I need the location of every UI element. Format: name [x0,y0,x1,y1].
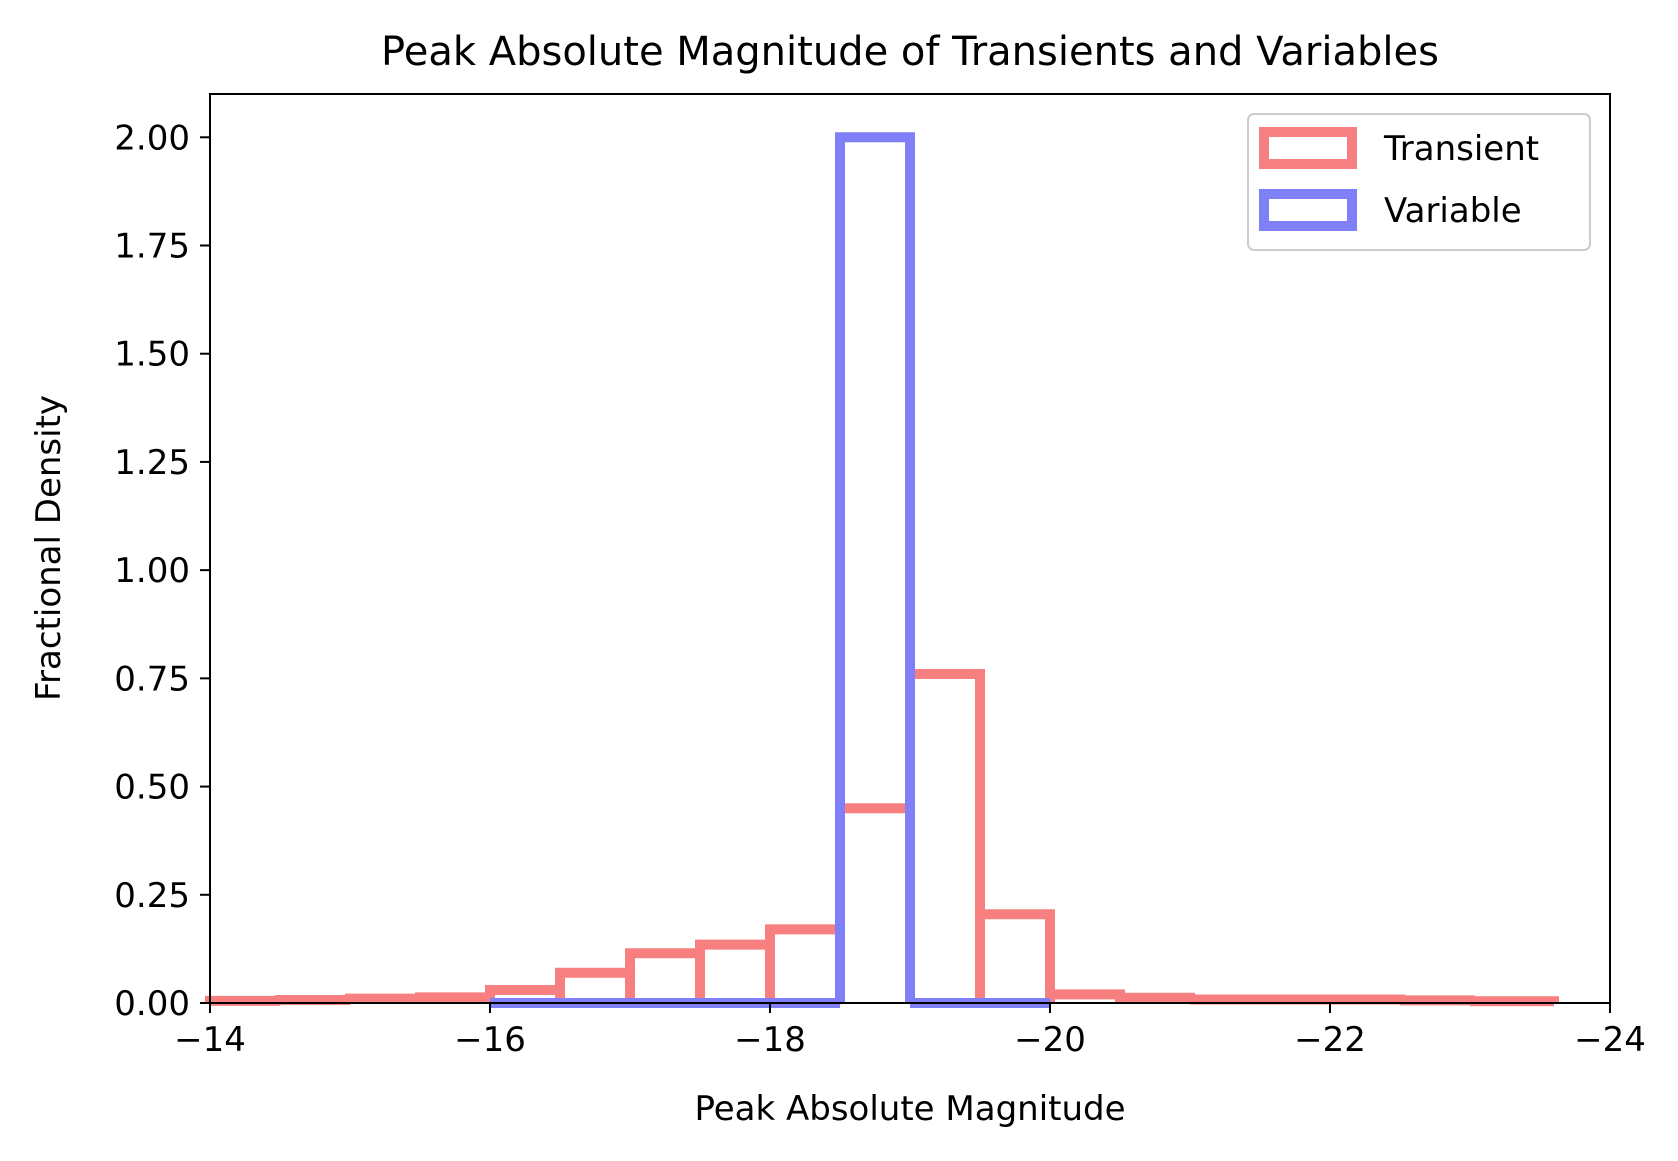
legend-box [1247,113,1591,251]
legend: Transient Variable [1247,113,1591,251]
x-axis-ticks: −14 −16 −18 −20 −22 −24 [174,1003,1646,1060]
legend-label-transient: Transient [1383,129,1539,169]
histogram-bar-variable [835,132,915,1003]
y-axis-title: Fractional Density [29,395,69,701]
y-tick-label: 0.75 [114,659,190,699]
y-tick-label: 0.00 [114,984,190,1024]
x-tick-label: −18 [734,1020,806,1060]
chart-title: Peak Absolute Magnitude of Transients an… [381,29,1439,75]
plot-frame [209,93,1611,1004]
x-axis-title: Peak Absolute Magnitude [694,1089,1125,1129]
y-tick-label: 1.25 [114,443,190,483]
histogram-bar-transient [905,669,985,1003]
histogram-bar-transient [835,803,915,1003]
x-tick-label: −20 [1014,1020,1086,1060]
y-tick-label: 1.00 [114,551,190,591]
histogram-bar-transient [625,948,705,1003]
y-tick-label: 1.50 [114,335,190,375]
histogram-bars [205,132,1559,1008]
y-tick-label: 2.00 [114,118,190,158]
x-tick-label: −22 [1294,1020,1366,1060]
y-tick-label: 1.75 [114,227,190,267]
histogram-bar-transient [975,909,1055,1003]
histogram-bar-transient [765,924,845,1003]
legend-swatch-variable [1259,189,1357,231]
y-tick-label: 0.50 [114,768,190,808]
y-axis-ticks: 0.00 0.25 0.50 0.75 1.00 1.25 1.50 1.75 2.00 [114,118,210,1024]
legend-swatch-transient [1259,127,1357,169]
x-tick-label: −14 [174,1020,246,1060]
histogram-bar-transient [1045,989,1125,1003]
x-tick-label: −16 [454,1020,526,1060]
legend-label-variable: Variable [1384,191,1522,231]
x-tick-label: −24 [1574,1020,1646,1060]
histogram-bar-transient [695,939,775,1003]
y-tick-label: 0.25 [114,876,190,916]
